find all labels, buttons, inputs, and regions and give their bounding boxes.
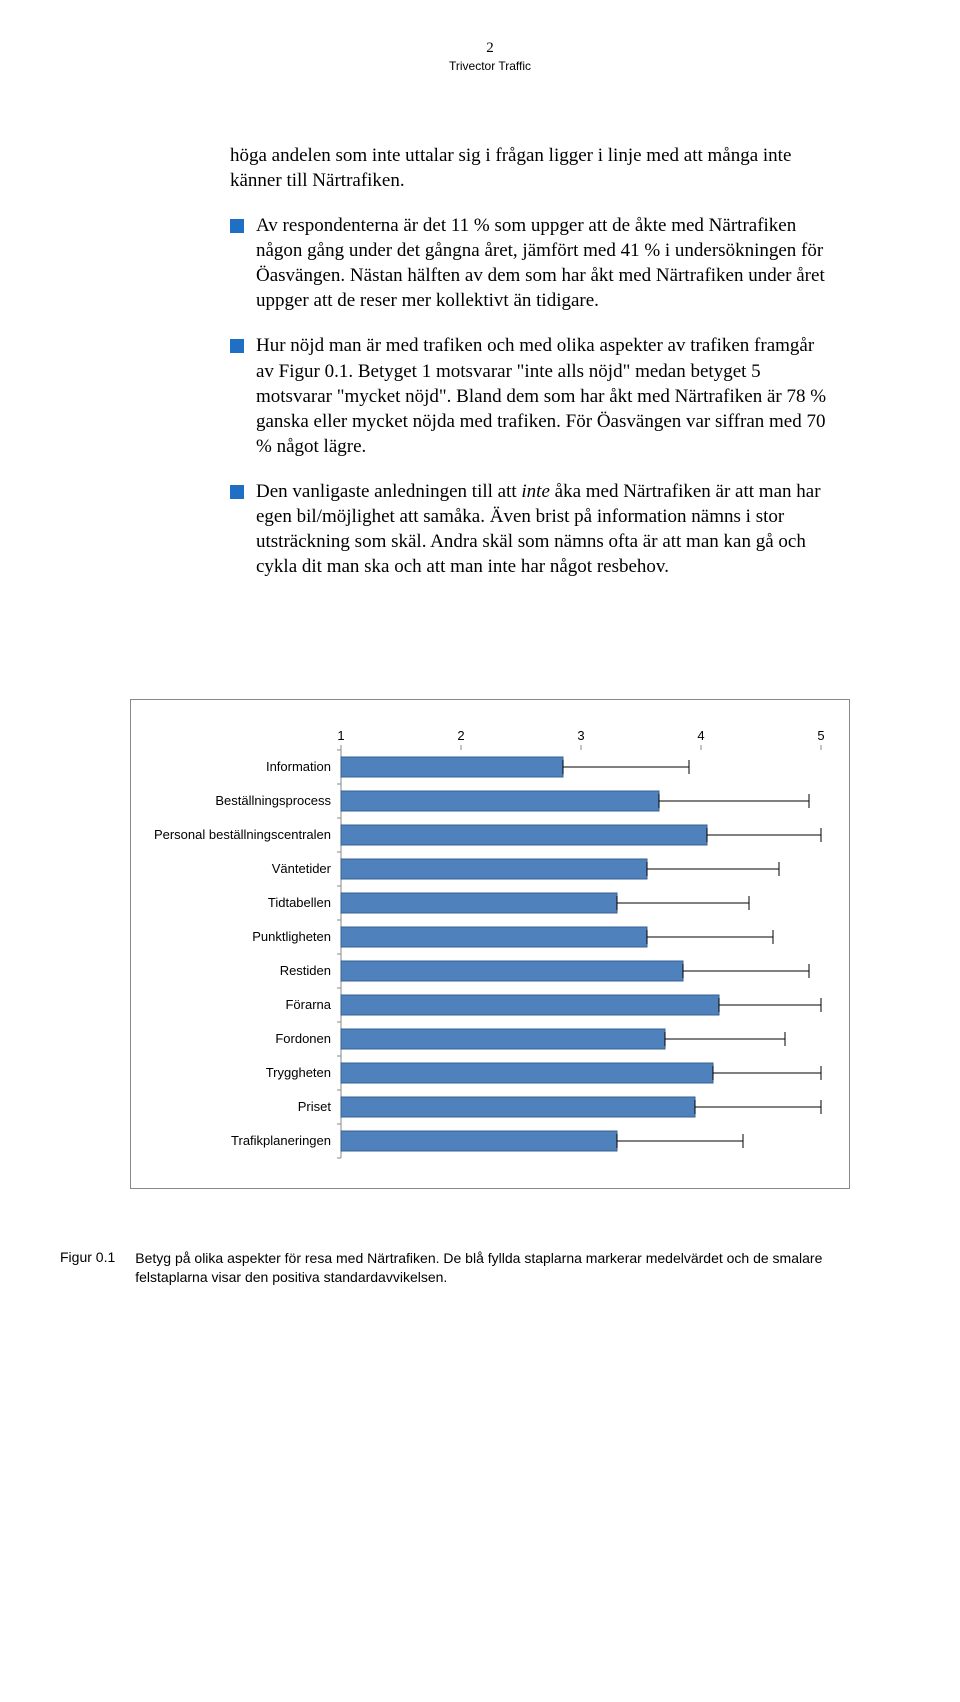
italic-word: inte bbox=[521, 481, 550, 502]
chart-bar bbox=[341, 757, 563, 777]
chart-bar bbox=[341, 961, 683, 981]
chart-bar bbox=[341, 995, 719, 1015]
bullet-text-1: Av respondenterna är det 11 % som uppger… bbox=[256, 213, 830, 313]
chart-bar bbox=[341, 859, 647, 879]
caption-label: Figur 0.1 bbox=[60, 1249, 115, 1287]
svg-text:5: 5 bbox=[817, 728, 824, 743]
intro-paragraph: höga andelen som inte uttalar sig i fråg… bbox=[230, 143, 830, 193]
chart-category-label: Beställningsprocess bbox=[215, 793, 331, 808]
chart-bar bbox=[341, 927, 647, 947]
square-bullet-icon bbox=[230, 339, 244, 353]
chart-category-label: Personal beställningscentralen bbox=[154, 827, 331, 842]
chart-bar bbox=[341, 1097, 695, 1117]
chart-bar bbox=[341, 1131, 617, 1151]
chart-category-label: Punktligheten bbox=[252, 929, 331, 944]
square-bullet-icon bbox=[230, 485, 244, 499]
caption-text: Betyg på olika aspekter för resa med När… bbox=[135, 1249, 850, 1287]
chart-category-label: Fordonen bbox=[275, 1031, 331, 1046]
chart-category-label: Tidtabellen bbox=[268, 895, 331, 910]
chart-category-label: Tryggheten bbox=[266, 1065, 331, 1080]
chart-bar bbox=[341, 893, 617, 913]
chart-bar bbox=[341, 791, 659, 811]
figure-caption: Figur 0.1 Betyg på olika aspekter för re… bbox=[60, 1249, 850, 1287]
chart-category-label: Restiden bbox=[280, 963, 331, 978]
bullet-text-3: Den vanligaste anledningen till att inte… bbox=[256, 479, 830, 579]
chart-container: 1 2 3 4 5 Information Beställningsprocess Perso… bbox=[130, 699, 850, 1189]
header-subtitle: Trivector Traffic bbox=[130, 59, 850, 73]
bullet-item-3: Den vanligaste anledningen till att inte… bbox=[230, 479, 830, 579]
bar-chart: 1 2 3 4 5 Information Beställningsprocess Perso… bbox=[141, 720, 841, 1178]
body-text: höga andelen som inte uttalar sig i fråg… bbox=[230, 143, 830, 579]
bullet-text-2: Hur nöjd man är med trafiken och med oli… bbox=[256, 333, 830, 458]
svg-text:2: 2 bbox=[457, 728, 464, 743]
page-number: 2 bbox=[130, 40, 850, 57]
svg-text:4: 4 bbox=[697, 728, 704, 743]
square-bullet-icon bbox=[230, 219, 244, 233]
chart-category-label: Väntetider bbox=[272, 861, 332, 876]
svg-text:3: 3 bbox=[577, 728, 584, 743]
chart-category-label: Förarna bbox=[285, 997, 331, 1012]
chart-category-label: Information bbox=[266, 759, 331, 774]
chart-bar bbox=[341, 1063, 713, 1083]
bullet-item-1: Av respondenterna är det 11 % som uppger… bbox=[230, 213, 830, 313]
chart-bar bbox=[341, 825, 707, 845]
chart-category-label: Priset bbox=[298, 1099, 332, 1114]
chart-category-label: Trafikplaneringen bbox=[231, 1133, 331, 1148]
svg-text:1: 1 bbox=[337, 728, 344, 743]
chart-bar bbox=[341, 1029, 665, 1049]
bullet-item-2: Hur nöjd man är med trafiken och med oli… bbox=[230, 333, 830, 458]
